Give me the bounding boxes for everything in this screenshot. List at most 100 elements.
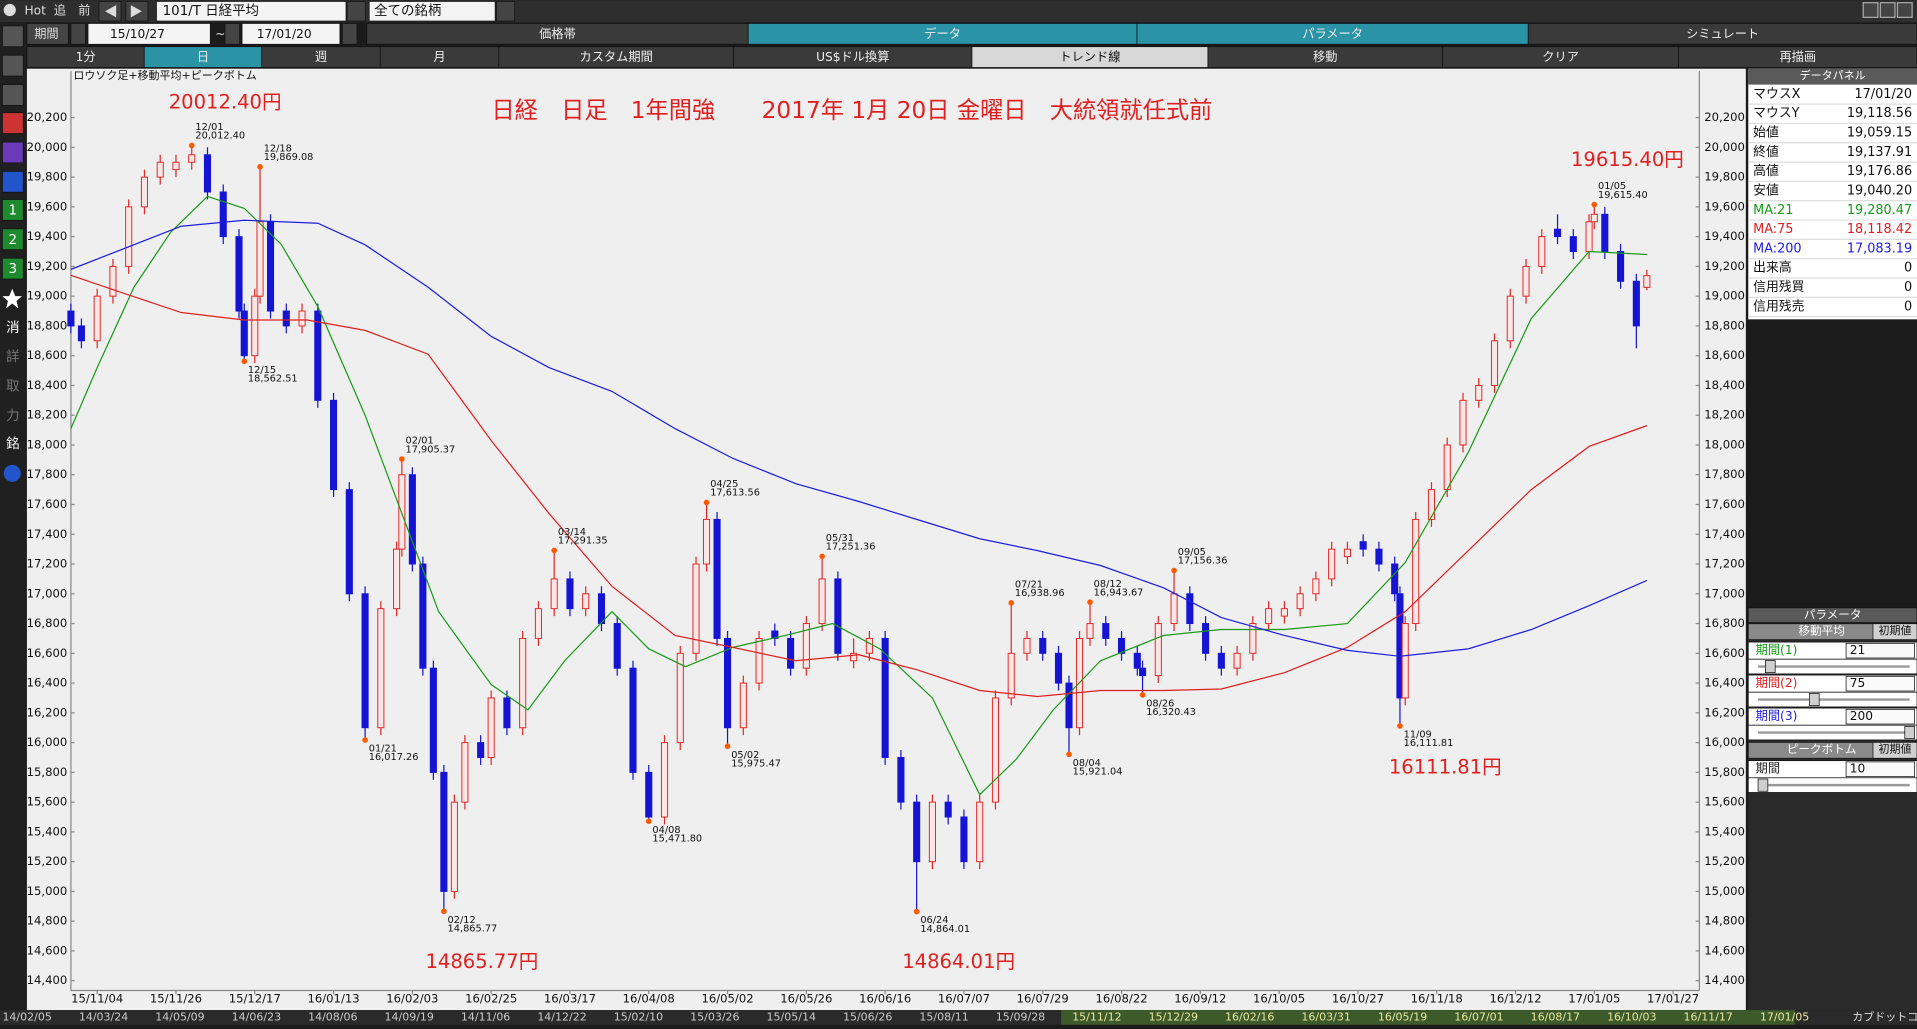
x-tick-label: 16/05/02 xyxy=(701,992,753,1006)
parameter-value-box[interactable] xyxy=(1845,761,1915,777)
tool-icon[interactable] xyxy=(2,257,24,280)
range-from-box[interactable] xyxy=(87,23,211,45)
tool-icon[interactable] xyxy=(2,199,24,221)
reset-button[interactable] xyxy=(1872,741,1917,759)
candle-body xyxy=(1328,548,1336,580)
candle-body xyxy=(1401,623,1409,699)
parameter-value-box[interactable] xyxy=(1845,675,1915,692)
annotation: 14864.01円 xyxy=(902,950,1015,973)
y-tick-label-right: 17,200 xyxy=(1704,557,1745,571)
candle-body xyxy=(1217,652,1225,669)
slider-handle[interactable] xyxy=(1757,778,1769,792)
parameter-value-box[interactable] xyxy=(1845,708,1915,725)
candle-body xyxy=(1117,637,1126,654)
y-tick-label-right: 20,200 xyxy=(1704,110,1745,124)
parameter-label: 期間(1) xyxy=(1756,643,1798,657)
y-tick-label-right: 16,200 xyxy=(1704,705,1745,719)
candle-body xyxy=(461,742,469,803)
peak-value: 17,613.56 xyxy=(710,488,760,499)
data-panel-title: データパネル xyxy=(1800,68,1866,82)
tool-label: 2 xyxy=(9,233,18,248)
parameter-value: 75 xyxy=(1850,676,1866,690)
candle-body xyxy=(1233,652,1241,669)
universe-drop[interactable] xyxy=(495,1,516,22)
annotation: 19615.40円 xyxy=(1571,148,1684,171)
parameter-value-box[interactable] xyxy=(1845,642,1915,659)
universe-box[interactable] xyxy=(368,1,496,22)
range-mid[interactable] xyxy=(224,23,240,45)
y-tick-label: 15,000 xyxy=(27,884,68,898)
symbol-drop[interactable] xyxy=(346,1,366,22)
minimize-button[interactable] xyxy=(1862,2,1879,18)
range-from: 15/10/27 xyxy=(110,27,165,41)
x-tick-label: 16/07/29 xyxy=(1017,992,1069,1006)
moving-average-line xyxy=(70,219,1648,657)
candle-body xyxy=(408,474,416,565)
period-button[interactable] xyxy=(1678,46,1917,68)
candle-body xyxy=(944,801,952,818)
x-tick-label: 17/01/05 xyxy=(1568,992,1620,1006)
reset-button[interactable] xyxy=(1872,623,1917,641)
candle-body xyxy=(477,742,485,758)
slider-handle[interactable] xyxy=(1765,660,1776,674)
peak-value: 18,562.51 xyxy=(248,373,298,384)
candle-body xyxy=(156,161,164,178)
legend-label: MA:21 xyxy=(1753,203,1793,218)
candle-body xyxy=(1569,236,1577,253)
data-panel-header xyxy=(1748,68,1917,85)
reset-button-label: 初期値 xyxy=(1878,623,1911,637)
parameter-label: 期間(2) xyxy=(1756,676,1798,690)
y-tick-label-right: 15,800 xyxy=(1704,765,1745,779)
period-button-label: 1分 xyxy=(76,50,96,64)
data-value: 17,083.19 xyxy=(1847,241,1912,256)
peak-marker xyxy=(1066,751,1072,758)
period-button-label: 移動 xyxy=(1313,50,1337,64)
chart-title: 日経 日足 1年間強 2017年 1月 20日 金曜日 大統領就任式前 xyxy=(491,97,1212,124)
slider-handle[interactable] xyxy=(1809,693,1820,707)
tool-icon[interactable] xyxy=(2,171,24,193)
tool-icon[interactable] xyxy=(2,25,24,48)
candle-body xyxy=(1585,221,1593,253)
candle-body xyxy=(928,801,936,863)
data-label: マウスX xyxy=(1753,87,1800,102)
y-tick-label-right: 19,200 xyxy=(1704,259,1745,273)
peak-date: 04/08 xyxy=(652,825,680,836)
candle-body xyxy=(361,593,369,729)
candle-body xyxy=(550,578,558,610)
data-label: 始値 xyxy=(1753,125,1779,141)
y-tick-label-right: 19,400 xyxy=(1704,229,1745,243)
candle-body xyxy=(1186,593,1194,625)
range-prev[interactable] xyxy=(70,23,86,45)
peak-marker xyxy=(645,818,652,825)
y-tick-label: 17,200 xyxy=(27,557,68,571)
candle-body xyxy=(1280,608,1288,617)
maximize-button[interactable] xyxy=(1879,2,1896,18)
candle-body xyxy=(597,593,606,625)
tab[interactable] xyxy=(1527,23,1917,45)
overview-date: 15/08/11 xyxy=(919,1010,968,1023)
tool-icon[interactable] xyxy=(2,54,24,77)
overview-date: 14/11/06 xyxy=(461,1010,510,1023)
close-button[interactable] xyxy=(1896,2,1913,18)
candle-body xyxy=(1506,295,1514,342)
data-label: 高値 xyxy=(1753,163,1779,179)
overview-date: 17/01/05 xyxy=(1760,1010,1809,1023)
candle-body xyxy=(377,608,385,729)
range-to-box[interactable] xyxy=(241,23,341,45)
tool-icon[interactable] xyxy=(2,228,24,251)
candle-body xyxy=(613,623,621,669)
x-tick-label: 16/04/08 xyxy=(623,992,675,1006)
symbol-box[interactable] xyxy=(156,1,347,22)
tool-icon[interactable] xyxy=(2,112,24,134)
overview-date: 16/05/19 xyxy=(1378,1010,1427,1023)
candle-body xyxy=(913,801,921,863)
x-tick-label: 17/01/27 xyxy=(1647,992,1699,1006)
overview-date: 14/02/05 xyxy=(2,1010,51,1023)
tool-icon[interactable] xyxy=(2,141,24,164)
peak-date: 08/04 xyxy=(1073,758,1101,769)
slider-handle[interactable] xyxy=(1904,726,1915,740)
candle-body xyxy=(1039,637,1047,654)
range-next[interactable] xyxy=(341,23,358,45)
tool-icon[interactable] xyxy=(2,84,24,106)
